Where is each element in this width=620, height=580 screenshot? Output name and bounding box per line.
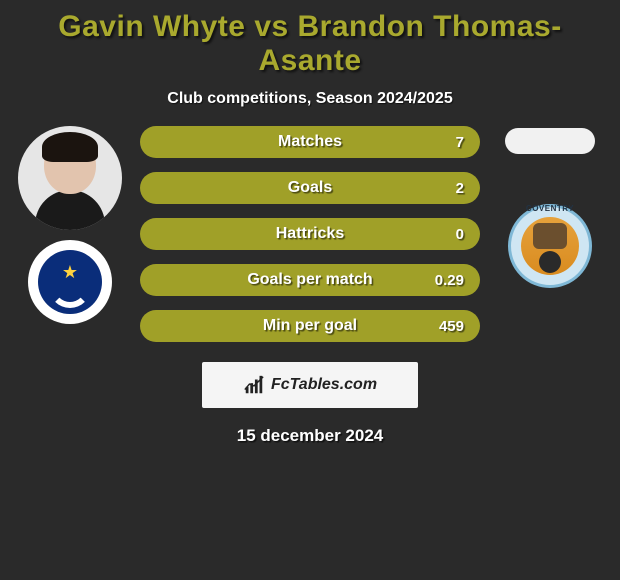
stat-label: Matches — [140, 133, 480, 151]
stat-label: Hattricks — [140, 225, 480, 243]
club-badge-portsmouth: ★ — [28, 240, 112, 324]
page-title: Gavin Whyte vs Brandon Thomas-Asante — [0, 6, 620, 84]
chart-icon — [243, 374, 265, 396]
comparison-card: Gavin Whyte vs Brandon Thomas-Asante Clu… — [0, 0, 620, 446]
pompey-inner: ★ — [38, 250, 102, 314]
player-right-column: COVENTRY — [490, 126, 610, 288]
stat-bar: Goals per match0.29 — [140, 264, 480, 296]
subtitle: Club competitions, Season 2024/2025 — [0, 84, 620, 126]
stat-label: Goals — [140, 179, 480, 197]
player-left-avatar — [18, 126, 122, 230]
player-left-column: ★ — [10, 126, 130, 324]
brand-text: FcTables.com — [271, 376, 377, 394]
avatar-hair — [42, 132, 98, 162]
stat-bar: Matches7 — [140, 126, 480, 158]
main-row: ★ Matches7 Goals2 Hattricks0 Goals per matc… — [0, 126, 620, 342]
brand-badge: FcTables.com — [202, 362, 418, 408]
elephant-icon — [533, 223, 567, 249]
player-right-avatar-placeholder — [505, 128, 595, 154]
club-badge-coventry: COVENTRY — [508, 204, 592, 288]
crescent-icon — [49, 266, 91, 308]
stat-label: Goals per match — [140, 271, 480, 289]
ball-icon — [539, 251, 561, 273]
date-line: 15 december 2024 — [0, 408, 620, 446]
stat-label: Min per goal — [140, 317, 480, 335]
stat-bar: Hattricks0 — [140, 218, 480, 250]
stat-bar: Goals2 — [140, 172, 480, 204]
stat-bar: Min per goal459 — [140, 310, 480, 342]
badge-text: COVENTRY — [526, 204, 574, 213]
avatar-body — [35, 190, 105, 230]
stats-column: Matches7 Goals2 Hattricks0 Goals per match0… — [130, 126, 490, 342]
coventry-inner — [521, 217, 579, 275]
